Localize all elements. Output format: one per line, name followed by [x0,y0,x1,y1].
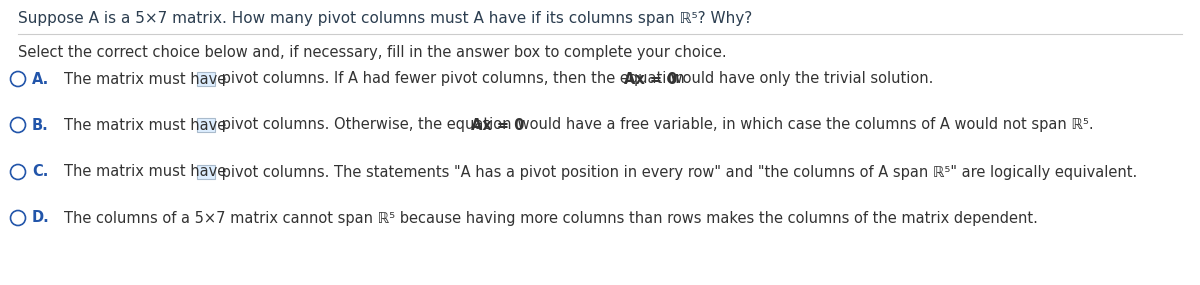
Text: would have a free variable, in which case the columns of A would not span ℝ⁵.: would have a free variable, in which cas… [514,117,1094,133]
Text: Ax = 0: Ax = 0 [472,117,524,133]
FancyBboxPatch shape [197,118,215,132]
Text: Suppose A is a 5×7 matrix. How many pivot columns must A have if its columns spa: Suppose A is a 5×7 matrix. How many pivo… [18,11,752,25]
Text: pivot columns. The statements "A has a pivot position in every row" and "the col: pivot columns. The statements "A has a p… [217,164,1138,180]
Text: A.: A. [32,72,49,87]
Text: B.: B. [32,117,49,133]
Text: C.: C. [32,164,48,180]
FancyBboxPatch shape [197,72,215,86]
Text: Ax = 0: Ax = 0 [624,72,677,87]
Text: The matrix must have: The matrix must have [64,117,230,133]
Text: The matrix must have: The matrix must have [64,72,230,87]
Text: The matrix must have: The matrix must have [64,164,230,180]
Text: pivot columns. Otherwise, the equation: pivot columns. Otherwise, the equation [217,117,516,133]
Text: pivot columns. If A had fewer pivot columns, then the equation: pivot columns. If A had fewer pivot colu… [217,72,690,87]
Text: D.: D. [32,211,49,225]
Text: would have only the trivial solution.: would have only the trivial solution. [666,72,934,87]
Text: The columns of a 5×7 matrix cannot span ℝ⁵ because having more columns than rows: The columns of a 5×7 matrix cannot span … [64,211,1038,225]
Text: Select the correct choice below and, if necessary, fill in the answer box to com: Select the correct choice below and, if … [18,44,727,60]
FancyBboxPatch shape [197,165,215,179]
